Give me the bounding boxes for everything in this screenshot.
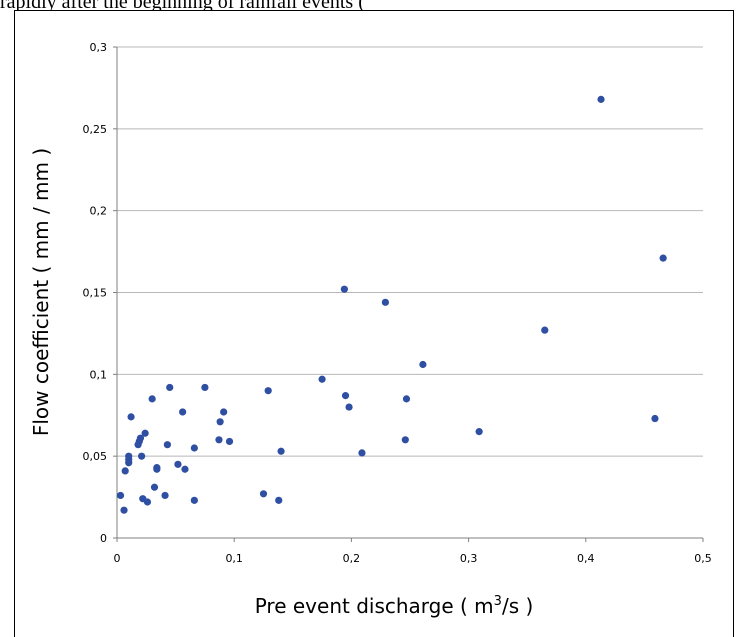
x-tick-label: 0,5 — [694, 552, 712, 565]
data-point — [121, 467, 129, 475]
gridlines — [117, 46, 703, 457]
data-point — [277, 447, 285, 455]
data-point — [659, 254, 667, 262]
x-axis-title-sup: 3 — [494, 594, 502, 609]
data-point — [381, 298, 389, 306]
y-tick-label: 0 — [100, 532, 107, 545]
x-axis-title-tail: /s ) — [502, 594, 533, 618]
data-point — [150, 483, 159, 491]
x-tick-label: 0,2 — [343, 552, 361, 565]
x-tick-label: 0 — [114, 552, 121, 565]
data-point — [215, 436, 223, 444]
y-tick-label: 0,25 — [83, 123, 108, 136]
top-caption-fragment: rapidly after the beginning of rainfall … — [0, 0, 365, 11]
data-point — [161, 491, 169, 500]
x-axis-title-main: Pre event discharge ( m — [255, 594, 494, 618]
data-point — [225, 437, 234, 446]
x-tick-labels: 0 0,1 0,2 0,3 0,4 0,5 — [114, 538, 712, 565]
data-point — [127, 413, 135, 421]
data-point — [475, 428, 483, 436]
data-point — [264, 387, 272, 395]
data-point — [138, 452, 146, 460]
data-point — [190, 444, 198, 452]
data-point — [163, 441, 171, 449]
y-tick-label: 0,15 — [83, 287, 108, 300]
data-point — [143, 498, 152, 506]
data-point — [201, 383, 209, 392]
data-point — [116, 491, 125, 500]
data-point — [597, 95, 605, 103]
y-tick-labels: 0 0,05 0,1 0,15 0,2 0,25 0,3 — [83, 41, 117, 545]
data-point — [120, 506, 128, 514]
x-tick-label: 0,1 — [225, 552, 243, 565]
data-point — [216, 418, 224, 426]
x-axis-title: Pre event discharge ( m3/s ) — [255, 594, 534, 618]
data-point — [181, 465, 189, 473]
data-point — [148, 395, 156, 403]
y-tick-label: 0,2 — [90, 205, 108, 218]
x-tick-label: 0,3 — [460, 552, 478, 565]
y-tick-label: 0,05 — [83, 450, 108, 463]
data-point — [166, 383, 174, 392]
data-point — [220, 408, 228, 416]
data-point — [275, 496, 283, 504]
data-point — [419, 360, 427, 369]
y-tick-label: 0,1 — [90, 368, 108, 381]
data-point — [136, 434, 145, 442]
data-point — [340, 285, 348, 293]
data-point — [190, 496, 198, 504]
x-tick-label: 0,4 — [577, 552, 595, 565]
data-point — [541, 326, 549, 334]
data-points — [116, 95, 667, 514]
chart-frame — [14, 10, 734, 637]
data-point — [341, 392, 350, 400]
data-point — [358, 449, 366, 457]
y-tick-label: 0,3 — [90, 41, 108, 54]
data-point — [125, 459, 133, 467]
data-point — [153, 464, 161, 472]
data-point — [401, 436, 409, 444]
y-axis-title: Flow coefficient ( mm / mm ) — [29, 148, 53, 436]
data-point — [179, 408, 187, 416]
data-point — [141, 429, 149, 437]
data-point — [174, 460, 182, 468]
data-point — [345, 403, 353, 411]
data-point — [402, 395, 411, 403]
data-point — [318, 375, 326, 383]
data-point — [259, 490, 268, 498]
data-point — [651, 414, 659, 423]
